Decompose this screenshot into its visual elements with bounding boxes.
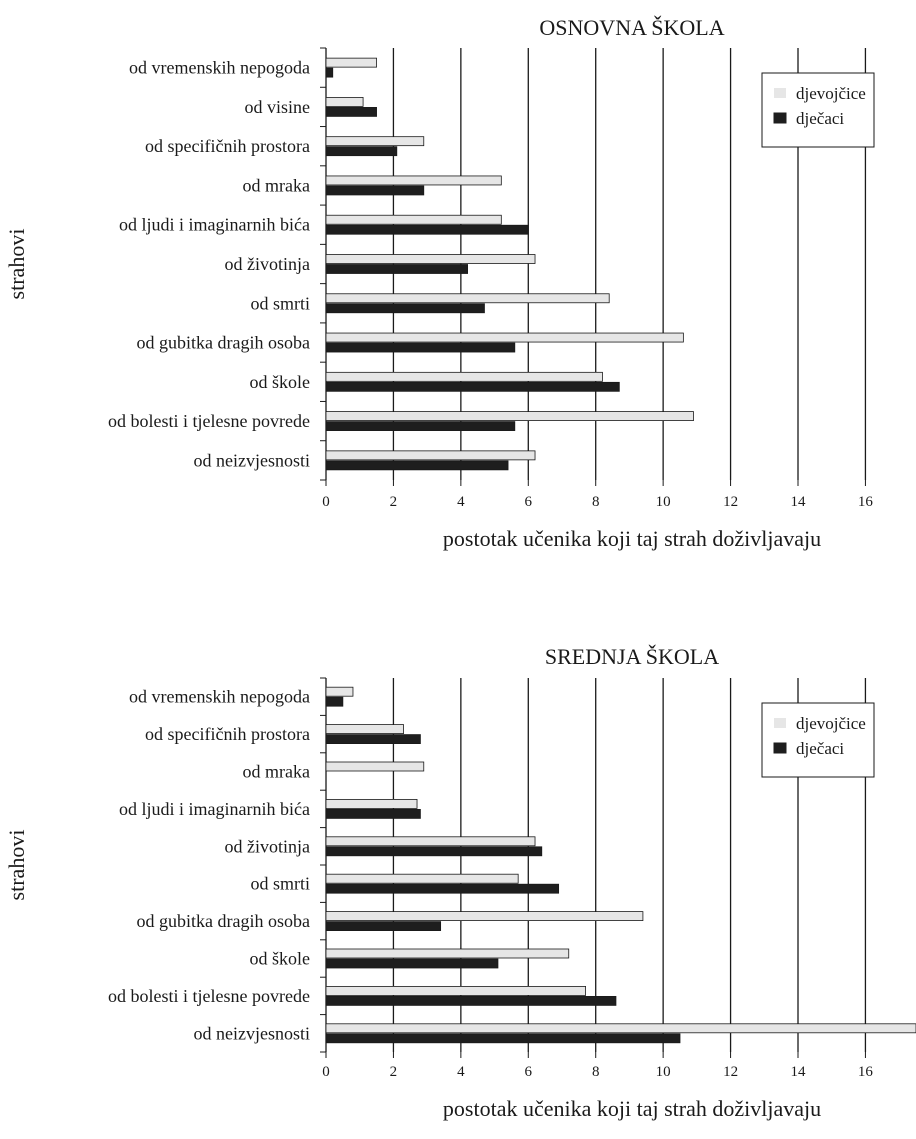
category-label: od bolesti i tjelesne povrede	[108, 411, 310, 431]
x-tick-label: 6	[525, 1064, 533, 1080]
bar-djecaci	[325, 146, 398, 157]
bar-djecaci	[325, 696, 344, 707]
legend-label: djevojčice	[796, 714, 866, 733]
bar-djevojcice	[325, 724, 404, 735]
bar-djevojcice	[325, 97, 364, 107]
bar-djevojcice	[325, 1023, 916, 1034]
category-label: od životinja	[225, 836, 310, 856]
bar-djevojcice	[325, 371, 603, 382]
bar-djevojcice	[325, 57, 377, 68]
x-tick-label: 16	[858, 494, 874, 510]
legend-swatch	[774, 88, 786, 98]
bar-djevojcice	[325, 254, 536, 264]
bar-djecaci	[325, 185, 425, 196]
bar-djecaci	[325, 67, 334, 78]
category-label: od ljudi i imaginarnih bića	[119, 799, 310, 819]
bar-djecaci	[325, 846, 543, 857]
category-label: od smrti	[250, 874, 310, 894]
category-label: od bolesti i tjelesne povrede	[108, 986, 310, 1006]
x-tick-label: 16	[858, 1064, 874, 1080]
bar-djevojcice	[325, 948, 570, 959]
category-label: od specifičnih prostora	[145, 136, 310, 156]
category-label: od mraka	[243, 762, 310, 782]
bar-djecaci	[325, 303, 485, 314]
bar-djevojcice	[325, 411, 694, 421]
chart-osnovna-skola: OSNOVNA ŠKOLA 0 2 4 6 8 10 12 14 16 od vremenskih …	[4, 15, 875, 551]
bar-djecaci	[325, 734, 421, 745]
legend-label: djevojčice	[796, 84, 866, 103]
category-label: od visine	[245, 97, 311, 117]
legend-box	[761, 702, 875, 778]
x-tick-label: 14	[791, 1064, 807, 1080]
bar-djecaci	[325, 460, 509, 471]
bar-djevojcice	[325, 686, 354, 697]
legend-swatch	[774, 718, 786, 728]
bar-djevojcice	[325, 175, 502, 186]
category-label: od neizvjesnosti	[194, 1023, 310, 1043]
x-axis-label: postotak učenika koji taj strah doživlja…	[443, 1096, 821, 1121]
x-tick-label: 2	[390, 1064, 398, 1080]
legend-label: dječaci	[796, 739, 844, 758]
category-label: od škole	[250, 372, 311, 392]
bar-djecaci	[325, 958, 499, 969]
category-label: od ljudi i imaginarnih bića	[119, 215, 310, 235]
bar-djecaci	[325, 381, 620, 392]
category-label: od smrti	[250, 293, 310, 313]
x-tick-label: 8	[592, 494, 600, 510]
bar-djevojcice	[325, 836, 536, 847]
x-tick-label: 10	[656, 1064, 671, 1080]
bar-djevojcice	[325, 985, 587, 996]
bar-djevojcice	[325, 911, 644, 922]
category-label: od specifičnih prostora	[145, 724, 310, 744]
bar-djevojcice	[325, 332, 684, 343]
x-tick-label: 2	[390, 494, 398, 510]
bar-djecaci	[325, 342, 516, 353]
x-tick-label: 6	[525, 494, 533, 510]
bar-djecaci	[325, 421, 516, 431]
y-axis-label: strahovi	[4, 229, 29, 300]
category-label: od životinja	[225, 254, 310, 274]
x-tick-label: 4	[457, 1064, 465, 1080]
bar-djecaci	[325, 921, 442, 932]
legend-swatch	[773, 112, 787, 124]
bar-djecaci	[325, 224, 529, 235]
chart-srednja-skola: SREDNJA ŠKOLA 0 2 4 6 8 10 12 14 16 od vremenskih …	[4, 644, 916, 1121]
bar-djevojcice	[325, 450, 536, 461]
bar-djevojcice	[325, 293, 610, 304]
x-tick-label: 12	[723, 494, 738, 510]
bar-djecaci	[325, 1033, 681, 1044]
chart-title: SREDNJA ŠKOLA	[545, 644, 719, 669]
x-tick-label: 12	[723, 1064, 738, 1080]
x-tick-label: 10	[656, 494, 671, 510]
category-label: od gubitka dragih osoba	[137, 911, 310, 931]
y-axis-label: strahovi	[4, 830, 29, 901]
bar-djevojcice	[325, 873, 519, 884]
legend-label: dječaci	[796, 109, 844, 128]
bar-djecaci	[325, 808, 421, 819]
bar-djevojcice	[325, 798, 418, 809]
bar-djevojcice	[325, 136, 425, 147]
category-label: od gubitka dragih osoba	[137, 333, 310, 353]
x-tick-label: 0	[322, 494, 330, 510]
category-label: od vremenskih nepogoda	[129, 58, 310, 78]
x-axis-label: postotak učenika koji taj strah doživlja…	[443, 526, 821, 551]
legend-swatch	[773, 742, 787, 754]
x-tick-label: 0	[322, 1064, 330, 1080]
x-tick-label: 4	[457, 494, 465, 510]
x-tick-label: 8	[592, 1064, 600, 1080]
x-tick-label: 14	[791, 494, 807, 510]
category-label: od neizvjesnosti	[194, 450, 310, 470]
category-label: od mraka	[243, 175, 310, 195]
bar-djecaci	[325, 107, 377, 117]
bar-djevojcice	[325, 214, 502, 225]
category-label: od vremenskih nepogoda	[129, 687, 310, 707]
bar-djevojcice	[325, 761, 425, 772]
bar-djecaci	[325, 995, 617, 1006]
category-label: od škole	[250, 949, 311, 969]
bar-djecaci	[325, 883, 560, 894]
bar-djecaci	[325, 264, 469, 274]
legend-box	[761, 72, 875, 148]
chart-title: OSNOVNA ŠKOLA	[539, 15, 724, 40]
